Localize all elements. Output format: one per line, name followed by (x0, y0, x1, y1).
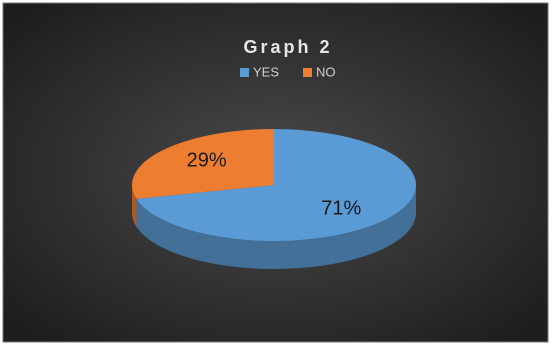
legend-label: YES (253, 64, 279, 79)
data-label: 71% (321, 197, 361, 219)
pie-slice-side (136, 185, 416, 269)
chart-title: Graph 2 (243, 37, 332, 57)
data-label: 29% (187, 149, 227, 171)
pie-slice-side (132, 185, 137, 227)
pie-slice (132, 129, 274, 199)
legend-label: NO (316, 64, 336, 79)
pie-slice (136, 129, 417, 241)
legend-swatch (240, 68, 249, 77)
legend-swatch (303, 68, 312, 77)
